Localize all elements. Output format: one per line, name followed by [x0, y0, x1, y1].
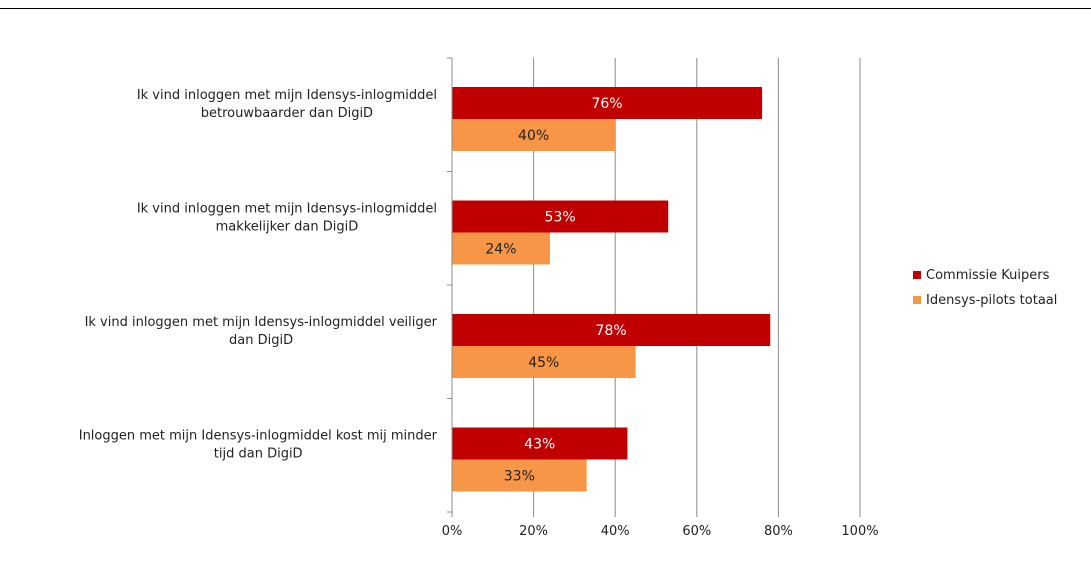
x-tick-label: 40%	[601, 524, 630, 539]
x-tick-label: 100%	[841, 524, 878, 539]
category-label: dan DigiD	[229, 333, 293, 348]
bar-idensys-pilots	[452, 232, 550, 265]
x-tick-label: 20%	[519, 524, 548, 539]
data-label: 45%	[528, 355, 559, 371]
legend-swatch	[913, 296, 921, 304]
labels-layer: 0% 20% 40% 60% 80% 100% 76% 40% Ik vind inloggen…	[79, 88, 879, 539]
x-tick-label: 60%	[682, 524, 711, 539]
data-label: 43%	[524, 437, 555, 453]
data-label: 40%	[518, 128, 549, 144]
category-label: betrouwbaarder dan DigiD	[201, 106, 373, 121]
bar-idensys-pilots	[452, 459, 587, 492]
bars-layer	[452, 87, 771, 492]
category-label: makkelijker dan DigiD	[216, 219, 359, 234]
bar-commissie-kuipers	[452, 427, 628, 460]
legend-label: Idensys-pilots totaal	[926, 293, 1057, 308]
x-tick-label: 0%	[442, 524, 463, 539]
data-label: 78%	[596, 323, 627, 339]
x-tick-label: 80%	[764, 524, 793, 539]
legend-label: Commissie Kuipers	[926, 268, 1050, 283]
bar-idensys-pilots	[452, 119, 616, 151]
data-label: 24%	[485, 242, 516, 258]
legend: Commissie Kuipers Idensys-pilots totaal	[913, 268, 1057, 308]
bar-commissie-kuipers	[452, 200, 669, 233]
category-label: tijd dan DigiD	[214, 446, 303, 461]
bar-commissie-kuipers	[452, 314, 771, 346]
category-label: Ik vind inloggen met mijn Idensys-inlogm…	[85, 315, 438, 330]
category-label: Inloggen met mijn Idensys-inlogmiddel ko…	[79, 428, 438, 443]
top-rule	[0, 8, 1091, 9]
data-label: 33%	[504, 469, 535, 485]
legend-swatch	[913, 271, 921, 279]
axis-layer	[447, 57, 861, 517]
data-label: 53%	[545, 210, 576, 226]
bar-idensys-pilots	[452, 346, 636, 378]
category-label: Ik vind inloggen met mijn Idensys-inlogm…	[137, 201, 437, 216]
category-label: Ik vind inloggen met mijn Idensys-inlogm…	[137, 88, 437, 103]
data-label: 76%	[591, 96, 622, 112]
bar-commissie-kuipers	[452, 87, 763, 119]
